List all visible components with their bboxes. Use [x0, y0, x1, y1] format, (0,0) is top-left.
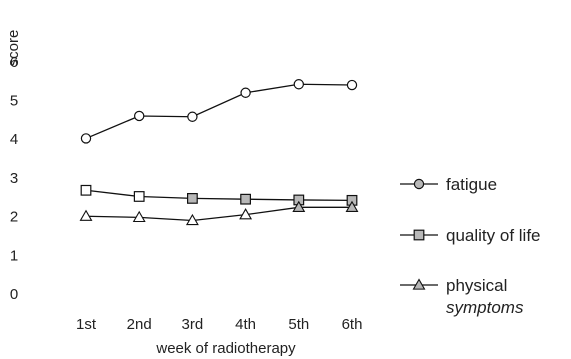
x-tick-label: 2nd [127, 316, 152, 333]
data-point-circle [293, 79, 304, 90]
y-axis-ticks: 0 1 2 3 4 5 6 [10, 54, 18, 303]
x-tick-label: 6th [342, 316, 363, 333]
data-point-square [133, 191, 145, 202]
legend-item: physical symptoms [400, 276, 524, 317]
series-line [85, 189, 353, 201]
x-tick-label: 4th [235, 316, 256, 333]
data-point-circle [187, 111, 198, 122]
y-tick-label: 3 [10, 170, 18, 187]
data-point-triangle [292, 200, 306, 212]
series-group [79, 79, 359, 226]
data-point-circle [240, 87, 251, 98]
x-tick-label: 3rd [182, 316, 204, 333]
y-tick-label: 2 [10, 209, 18, 226]
legend-marker-triangle [412, 278, 426, 290]
series-line [85, 206, 352, 222]
y-tick-label: 4 [10, 131, 18, 148]
data-point-square [187, 193, 198, 204]
series-triangle [79, 200, 359, 226]
legend-label: physical [446, 276, 507, 295]
y-tick-label: 6 [10, 54, 18, 71]
legend-marker-circle [413, 178, 425, 190]
data-point-circle [133, 110, 145, 122]
data-point-circle [80, 133, 92, 144]
data-point-square [240, 193, 252, 205]
data-point-triangle [132, 210, 146, 223]
legend: fatigue quality of life physical symptoms [400, 175, 541, 317]
y-axis-label: score [5, 30, 22, 67]
data-point-triangle [239, 208, 253, 220]
x-axis-ticks: 1st 2nd 3rd 4th 5th 6th [76, 316, 362, 333]
y-tick-label: 1 [10, 247, 18, 264]
series-circle [80, 79, 358, 144]
y-tick-label: 0 [10, 286, 18, 303]
x-axis-label: week of radiotherapy [155, 340, 296, 357]
data-point-triangle [345, 200, 359, 212]
x-tick-label: 5th [288, 316, 309, 333]
y-tick-label: 5 [10, 93, 18, 110]
legend-label: quality of life [446, 226, 541, 245]
series-line [85, 83, 353, 140]
series-square [80, 184, 358, 206]
data-point-square [80, 184, 92, 196]
legend-item: fatigue [400, 175, 497, 194]
x-tick-label: 1st [76, 316, 97, 333]
legend-label: fatigue [446, 175, 497, 194]
legend-label: symptoms [446, 298, 524, 317]
data-point-circle [346, 79, 358, 91]
legend-marker-square [413, 229, 425, 241]
legend-item: quality of life [400, 226, 541, 245]
data-point-triangle [185, 213, 199, 226]
data-point-triangle [79, 209, 93, 221]
